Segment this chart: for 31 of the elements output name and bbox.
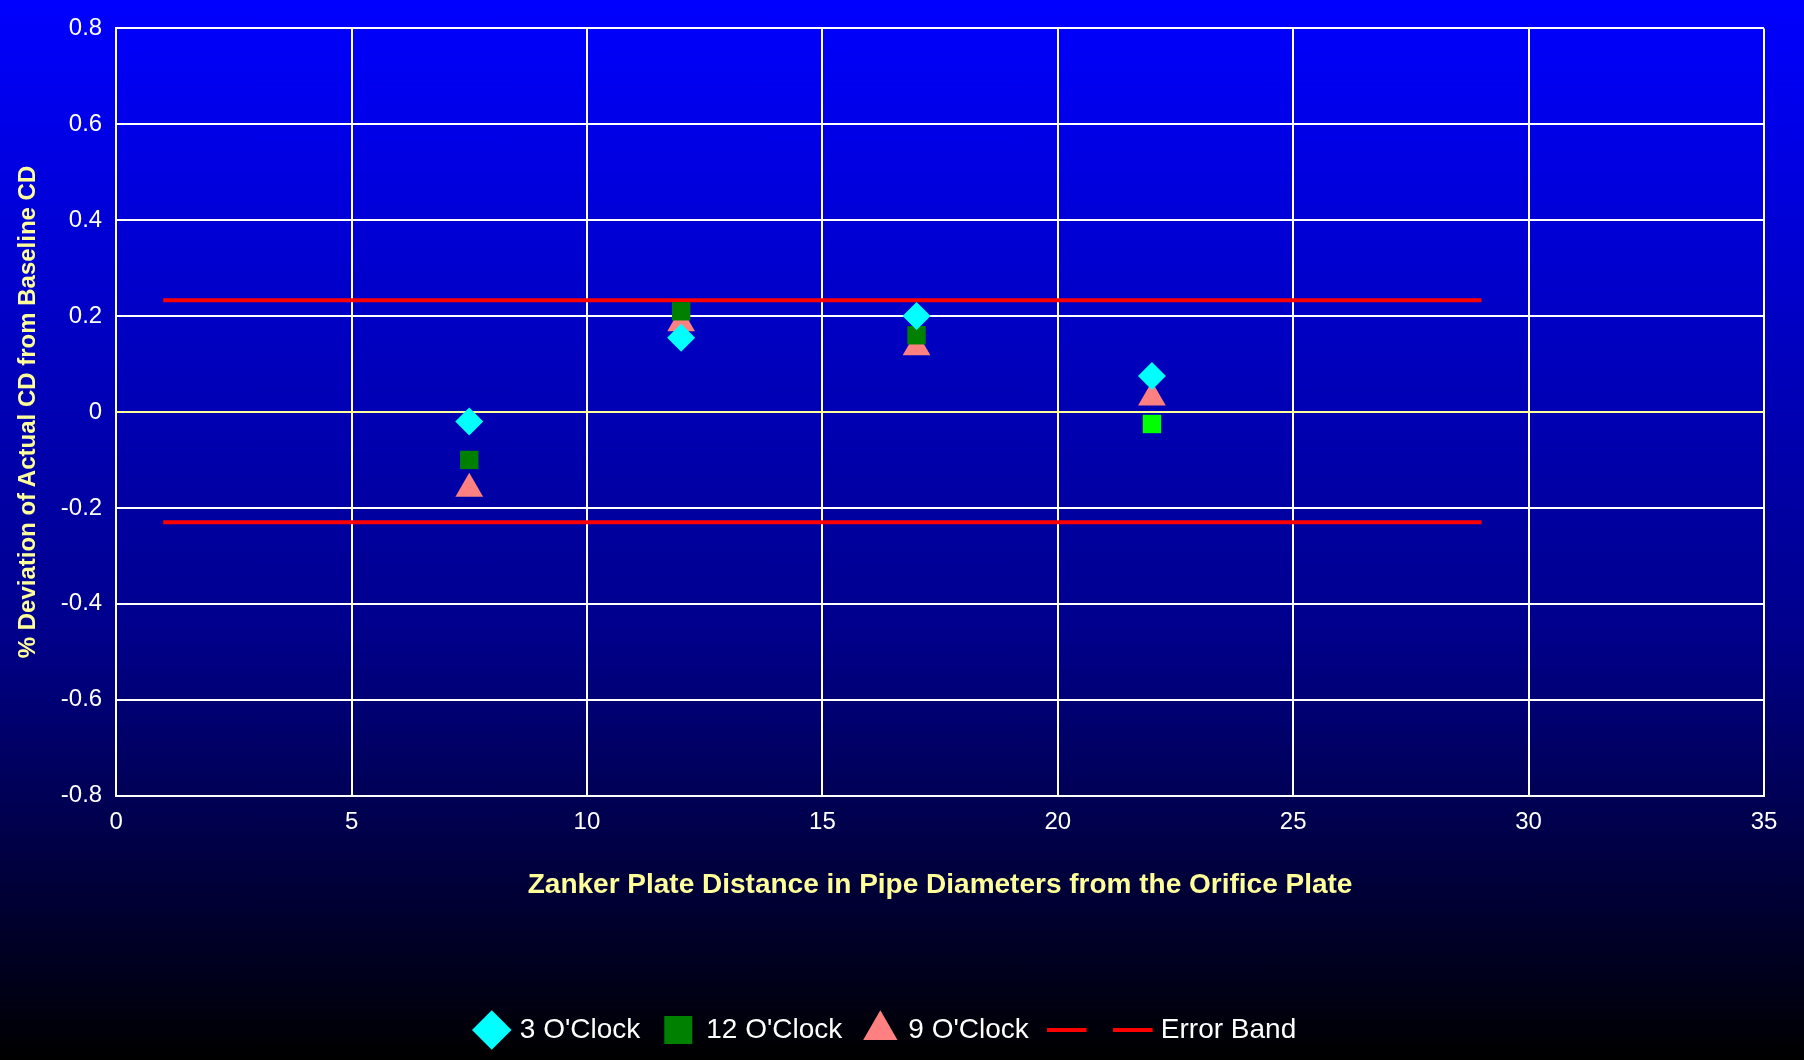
x-tick-label: 30 xyxy=(1515,806,1542,834)
point xyxy=(902,302,931,331)
y-tick-label: 0 xyxy=(88,396,103,424)
point xyxy=(1137,362,1166,391)
x-tick-label: 0 xyxy=(109,806,123,834)
y-axis-title: % Deviation of Actual CD from Baseline CD xyxy=(13,165,41,659)
y-tick-label: -0.8 xyxy=(60,780,103,808)
legend-label: Error Band xyxy=(1160,1012,1297,1044)
x-tick-label: 15 xyxy=(809,806,836,834)
x-axis-title: Zanker Plate Distance in Pipe Diameters from the Orifice Plate xyxy=(527,867,1353,899)
y-tick-label: 0.8 xyxy=(68,13,103,41)
point xyxy=(671,302,691,321)
y-tick-label: -0.4 xyxy=(60,588,103,616)
x-tick-label: 20 xyxy=(1044,806,1072,834)
y-tick-label: -0.6 xyxy=(60,684,103,712)
point xyxy=(667,323,696,352)
x-tick-label: 10 xyxy=(573,806,601,834)
x-tick-label: 5 xyxy=(344,806,359,834)
x-tick-label: 25 xyxy=(1279,806,1307,834)
point xyxy=(907,326,926,345)
point xyxy=(460,450,479,470)
point xyxy=(1142,414,1162,434)
y-tick-label: 0.4 xyxy=(68,204,103,232)
legend-label: 3 O'Clock xyxy=(519,1012,642,1044)
point xyxy=(455,407,484,436)
y-tick-label: 0.2 xyxy=(68,300,103,328)
y-tick-label: -0.2 xyxy=(60,492,103,520)
legend-label: 12 O'Clock xyxy=(706,1012,844,1044)
y-tick-label: 0.6 xyxy=(68,108,103,136)
x-tick-label: 35 xyxy=(1750,806,1778,834)
legend-label: 9 O'Clock xyxy=(908,1012,1030,1044)
